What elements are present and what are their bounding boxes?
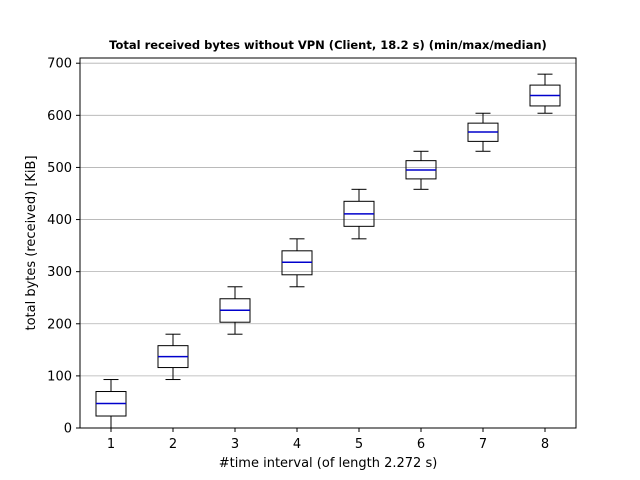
x-tick-label: 4: [293, 437, 301, 452]
x-tick-label: 6: [417, 437, 425, 452]
y-axis-label: total bytes (received) [KiB]: [24, 155, 39, 330]
plot-area-frame: [79, 57, 577, 429]
axis-ticks: 0 100 200 300 400 500 600 700 1 2 3 4 5 6 7 8: [47, 57, 549, 452]
y-tick-label: 200: [47, 317, 72, 332]
y-tick-label: 300: [47, 265, 72, 280]
chart-title: Total received bytes without VPN (Client…: [109, 38, 547, 52]
box-4: [281, 238, 313, 288]
box-8: [529, 73, 561, 114]
x-tick-label: 2: [169, 437, 177, 452]
box-group: [95, 73, 561, 429]
x-axis-label: #time interval (of length 2.272 s): [219, 456, 438, 471]
box-2: [157, 333, 189, 381]
x-tick-label: 3: [231, 437, 239, 452]
box-3: [219, 286, 251, 335]
y-tick-label: 100: [47, 369, 72, 384]
grid-lines: [80, 62, 576, 429]
x-tick-label: 1: [107, 437, 115, 452]
x-tick-label: 8: [541, 437, 549, 452]
x-tick-label: 7: [479, 437, 487, 452]
y-tick-label: 0: [64, 422, 72, 437]
box-6: [405, 150, 437, 190]
y-tick-label: 400: [47, 213, 72, 228]
box-7: [467, 112, 499, 152]
y-tick-label: 600: [47, 109, 72, 124]
y-tick-label: 700: [47, 57, 72, 72]
y-tick-label: 500: [47, 161, 72, 176]
x-tick-label: 5: [355, 437, 363, 452]
box-5: [343, 188, 375, 240]
box-1: [95, 379, 127, 429]
